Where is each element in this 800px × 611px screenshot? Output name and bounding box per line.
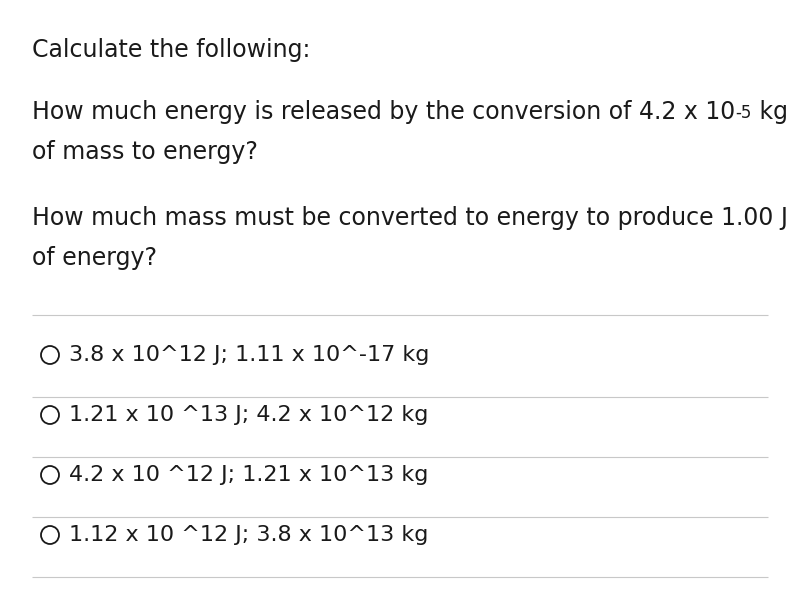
Text: -5: -5 <box>735 104 752 122</box>
Text: Calculate the following:: Calculate the following: <box>32 38 310 62</box>
Text: 4.2 x 10 ^12 J; 1.21 x 10^13 kg: 4.2 x 10 ^12 J; 1.21 x 10^13 kg <box>69 465 428 485</box>
Text: kg: kg <box>752 100 788 124</box>
Text: How much mass must be converted to energy to produce 1.00 J: How much mass must be converted to energ… <box>32 206 788 230</box>
Text: 3.8 x 10^12 J; 1.11 x 10^-17 kg: 3.8 x 10^12 J; 1.11 x 10^-17 kg <box>69 345 430 365</box>
Text: -5: -5 <box>735 104 752 122</box>
Text: How much energy is released by the conversion of 4.2 x 10: How much energy is released by the conve… <box>32 100 735 124</box>
Text: of mass to energy?: of mass to energy? <box>32 140 258 164</box>
Text: of energy?: of energy? <box>32 246 157 270</box>
Text: 1.21 x 10 ^13 J; 4.2 x 10^12 kg: 1.21 x 10 ^13 J; 4.2 x 10^12 kg <box>69 405 428 425</box>
Text: 1.12 x 10 ^12 J; 3.8 x 10^13 kg: 1.12 x 10 ^12 J; 3.8 x 10^13 kg <box>69 525 428 545</box>
